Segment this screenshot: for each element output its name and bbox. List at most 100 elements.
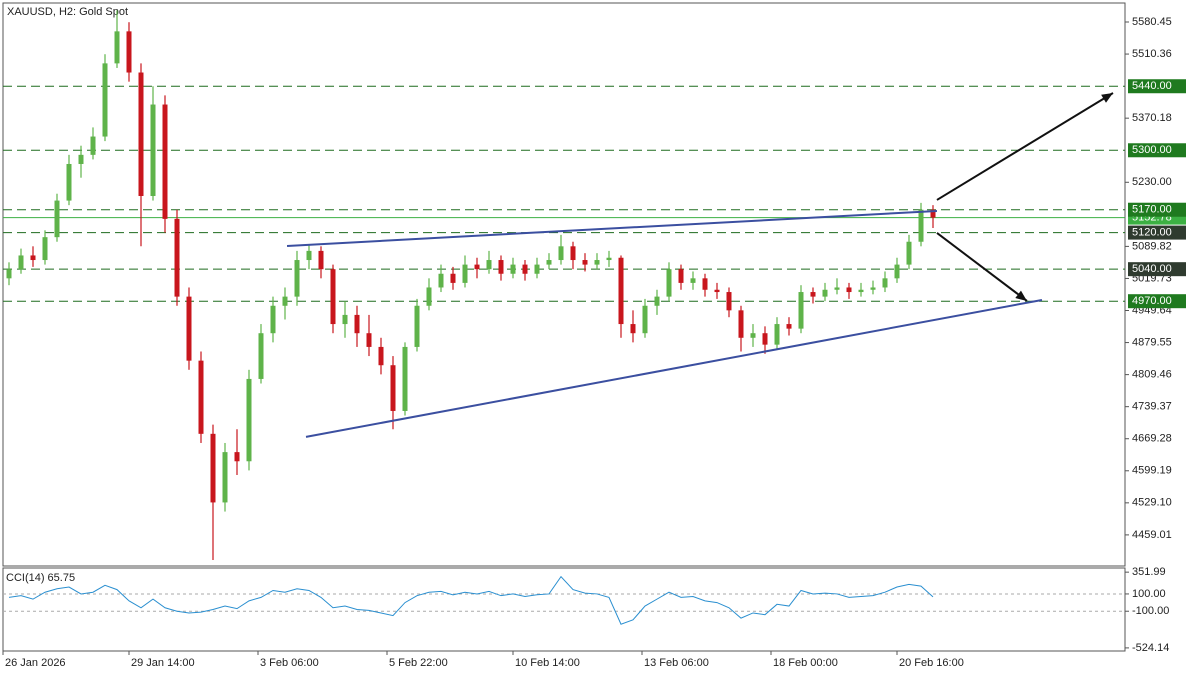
candle-body bbox=[690, 278, 696, 283]
main-panel bbox=[2, 2, 1126, 567]
candle-body bbox=[78, 154, 84, 164]
candle-body bbox=[102, 63, 108, 137]
y-tick-label: 5510.36 bbox=[1132, 48, 1172, 60]
candle-body bbox=[90, 136, 96, 155]
candle-body bbox=[30, 255, 36, 261]
candle-body bbox=[318, 250, 324, 270]
candle-body bbox=[366, 333, 372, 347]
candle-body bbox=[174, 218, 180, 297]
candle-body bbox=[258, 333, 264, 379]
candle-body bbox=[822, 289, 828, 297]
candle-body bbox=[606, 257, 612, 261]
candle-body bbox=[558, 246, 564, 261]
candle-body bbox=[6, 269, 12, 279]
arrow-head bbox=[1015, 290, 1027, 301]
candle-body bbox=[582, 260, 588, 265]
candle-body bbox=[858, 289, 864, 293]
chart-title: XAUUSD, H2: Gold Spot bbox=[7, 6, 128, 18]
level-label: 5440.00 bbox=[1132, 80, 1172, 92]
y-tick-label: 100.00 bbox=[1132, 588, 1166, 600]
candle-body bbox=[738, 310, 744, 338]
y-tick-label: 4459.01 bbox=[1132, 529, 1172, 541]
candle-body bbox=[630, 324, 636, 334]
candle-body bbox=[534, 264, 540, 274]
candle-body bbox=[378, 346, 384, 366]
candle-body bbox=[414, 305, 420, 347]
x-tick-label: 13 Feb 06:00 bbox=[644, 657, 709, 669]
candle-body bbox=[438, 273, 444, 288]
cci-panel bbox=[2, 567, 1126, 652]
candle-body bbox=[618, 257, 624, 325]
candle-body bbox=[426, 287, 432, 306]
candle-body bbox=[918, 209, 924, 242]
candle-body bbox=[198, 360, 204, 434]
candle-body bbox=[126, 31, 132, 73]
candle-body bbox=[810, 292, 816, 297]
level-label: 4970.00 bbox=[1132, 295, 1172, 307]
candle-body bbox=[510, 264, 516, 274]
candle-body bbox=[486, 260, 492, 270]
candle-body bbox=[390, 365, 396, 411]
candle-body bbox=[246, 378, 252, 462]
candle-body bbox=[882, 278, 888, 288]
y-tick-label: 5580.45 bbox=[1132, 16, 1172, 28]
candle-body bbox=[702, 278, 708, 290]
trend-line bbox=[286, 209, 938, 247]
candle-body bbox=[762, 333, 768, 345]
candle-body bbox=[750, 333, 756, 338]
y-tick-label: 4809.46 bbox=[1132, 369, 1172, 381]
candle-body bbox=[54, 200, 60, 238]
candle-body bbox=[498, 260, 504, 274]
candle-body bbox=[306, 250, 312, 261]
y-tick-label: 351.99 bbox=[1132, 566, 1166, 578]
x-tick-label: 3 Feb 06:00 bbox=[260, 657, 319, 669]
level-label: 5170.00 bbox=[1132, 204, 1172, 216]
candle-body bbox=[726, 292, 732, 311]
candle-body bbox=[186, 296, 192, 361]
candle-body bbox=[546, 260, 552, 265]
level-label: 5040.00 bbox=[1132, 263, 1172, 275]
x-tick-label: 29 Jan 14:00 bbox=[131, 657, 195, 669]
trend-line bbox=[305, 298, 1043, 438]
candle-body bbox=[522, 264, 528, 274]
arrow-head bbox=[1101, 93, 1113, 103]
x-tick-label: 20 Feb 16:00 bbox=[899, 657, 964, 669]
y-tick-label: 5230.00 bbox=[1132, 176, 1172, 188]
level-label-box bbox=[1128, 202, 1186, 217]
candle-body bbox=[846, 287, 852, 293]
level-label-box bbox=[1128, 294, 1186, 309]
candle-body bbox=[282, 296, 288, 306]
candle-body bbox=[714, 289, 720, 293]
candle-body bbox=[342, 314, 348, 325]
candle-body bbox=[786, 324, 792, 329]
candle-body bbox=[678, 269, 684, 283]
candle-body bbox=[870, 287, 876, 290]
candle-body bbox=[270, 305, 276, 334]
candle-body bbox=[234, 452, 240, 462]
candle-body bbox=[462, 264, 468, 283]
y-tick-label: 5370.18 bbox=[1132, 112, 1172, 124]
candle-body bbox=[162, 104, 168, 219]
arrow bbox=[936, 92, 1114, 201]
level-label-box bbox=[1128, 143, 1186, 158]
level-label-box bbox=[1128, 225, 1186, 240]
cci-line bbox=[8, 575, 934, 625]
x-tick-label: 18 Feb 00:00 bbox=[773, 657, 838, 669]
candle-body bbox=[294, 260, 300, 297]
y-tick-label: 5089.82 bbox=[1132, 240, 1172, 252]
level-label-box bbox=[1128, 262, 1186, 277]
x-tick-label: 10 Feb 14:00 bbox=[515, 657, 580, 669]
candle-body bbox=[666, 269, 672, 297]
y-tick-label: 4599.19 bbox=[1132, 465, 1172, 477]
candle-body bbox=[642, 305, 648, 334]
candle-body bbox=[222, 452, 228, 503]
candle-body bbox=[402, 346, 408, 411]
y-tick-label: -100.00 bbox=[1132, 605, 1169, 617]
level-label-box bbox=[1128, 79, 1186, 94]
candle-body bbox=[906, 241, 912, 265]
indicator-title: CCI(14) 65.75 bbox=[6, 572, 75, 584]
candle-body bbox=[798, 292, 804, 329]
level-label: 5300.00 bbox=[1132, 144, 1172, 156]
